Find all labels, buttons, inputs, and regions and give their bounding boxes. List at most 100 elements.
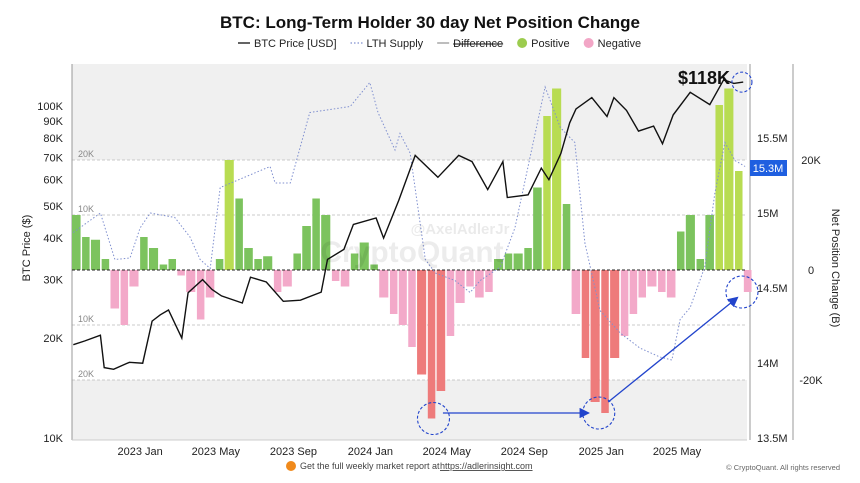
- negative-bar: [629, 270, 638, 314]
- legend-item: Difference: [437, 38, 503, 50]
- negative-bar: [186, 270, 196, 292]
- left-tick-label: 10K: [43, 433, 63, 445]
- copyright: © CryptoQuant. All rights reserved: [726, 463, 840, 472]
- left-tick-label: 90K: [43, 116, 63, 128]
- negative-bar: [475, 270, 484, 298]
- gridline-label: 10K: [78, 314, 94, 324]
- negative-bar: [408, 270, 416, 347]
- positive-bar: [224, 160, 234, 270]
- negative-bar: [638, 270, 647, 298]
- left-tick-label: 40K: [43, 233, 63, 245]
- gridline-label: 20K: [78, 149, 94, 159]
- positive-bar: [254, 259, 262, 270]
- positive-bar: [724, 88, 734, 270]
- positive-bar: [90, 239, 101, 270]
- lower-band: [72, 380, 747, 440]
- footer: Get the full weekly market report at htt…: [286, 461, 840, 472]
- negative-bar: [658, 270, 666, 292]
- supply-tick-label: 15.5M: [757, 133, 788, 145]
- negative-bar: [129, 270, 139, 287]
- positive-bar: [235, 198, 243, 270]
- highlight-circle: [725, 275, 759, 309]
- plot-area: 20K 10K 10K 20K 10K 20K 30K 40K 50K 60K 70K 80K 90K 1…: [37, 64, 823, 458]
- negative-bar: [446, 270, 455, 336]
- right-axis-title: Net Position Change (B): [829, 209, 841, 328]
- left-tick-label: 80K: [43, 133, 63, 145]
- x-tick-label: 2023 May: [192, 446, 241, 458]
- negative-bar: [273, 270, 282, 292]
- positive-bar: [359, 242, 369, 270]
- current-supply-value: 15.3M: [753, 163, 784, 175]
- highlight-circle: [731, 71, 753, 93]
- negative-bar: [282, 270, 292, 287]
- positive-bar: [302, 226, 311, 270]
- legend-swatch: [517, 38, 528, 48]
- positive-bar: [552, 88, 562, 270]
- left-tick-label: 60K: [43, 175, 63, 187]
- legend-label: Positive: [531, 38, 570, 50]
- positive-bar: [735, 171, 743, 270]
- supply-tick-label: 15M: [757, 208, 778, 220]
- x-tick-label: 2023 Jan: [117, 446, 162, 458]
- legend-label: LTH Supply: [367, 38, 424, 50]
- negative-bar: [666, 270, 676, 298]
- lth-supply-line: [73, 81, 746, 361]
- negative-bar: [417, 270, 427, 375]
- positive-bar: [293, 253, 301, 270]
- x-tick-label: 2025 May: [653, 446, 702, 458]
- negative-bar: [427, 270, 436, 419]
- positive-bar: [696, 259, 705, 270]
- negative-bar: [581, 270, 590, 358]
- positive-bar: [494, 259, 504, 270]
- x-tick-label: 2024 Jan: [348, 446, 393, 458]
- price-annotation-label: $118K: [678, 68, 730, 88]
- negative-bar: [120, 270, 129, 325]
- positive-bar: [685, 215, 695, 270]
- trend-arrow: [607, 296, 739, 403]
- negative-bar: [110, 270, 120, 309]
- x-tick-label: 2024 Sep: [501, 446, 548, 458]
- left-tick-label: 70K: [43, 152, 63, 164]
- net-tick-label: -20K: [799, 375, 823, 387]
- negative-bar: [389, 270, 398, 314]
- highlight-circle: [582, 396, 616, 430]
- negative-bar: [590, 270, 600, 402]
- watermark-brand: CryptoQuant: [320, 236, 503, 269]
- negative-bar: [455, 270, 465, 303]
- positive-bar: [82, 237, 90, 270]
- legend-item: BTC Price [USD]: [238, 38, 337, 50]
- negative-bar: [205, 270, 215, 298]
- positive-bar: [524, 248, 532, 270]
- negative-bar: [196, 270, 205, 320]
- legend: BTC Price [USD] LTH Supply Difference Posit…: [238, 38, 641, 50]
- left-tick-label: 50K: [43, 201, 63, 213]
- watermark-handle: @AxelAdlerJr: [411, 221, 510, 238]
- negative-bar: [571, 270, 581, 314]
- footer-link[interactable]: https://adlerinsight.com: [440, 461, 533, 471]
- legend-item: Positive: [517, 38, 570, 50]
- report-coin-icon: [286, 461, 296, 471]
- positive-bar: [705, 215, 714, 270]
- net-tick-label: 0: [808, 265, 814, 277]
- positive-bar: [715, 105, 723, 270]
- legend-label: Negative: [598, 38, 641, 50]
- left-axis-title: BTC Price ($): [21, 215, 33, 282]
- current-supply-badge: [750, 160, 787, 176]
- x-tick-label: 2023 Sep: [270, 446, 317, 458]
- left-tick-label: 100K: [37, 101, 63, 113]
- negative-bar: [647, 270, 657, 287]
- negative-bar: [177, 270, 185, 276]
- positive-bar: [148, 248, 159, 270]
- negative-bar: [398, 270, 407, 325]
- negative-bar: [466, 270, 474, 287]
- positive-bar: [215, 259, 224, 270]
- legend-swatch: [583, 38, 594, 48]
- negative-bar: [379, 270, 389, 298]
- negative-bar: [436, 270, 446, 391]
- x-tick-label: 2025 Jan: [579, 446, 624, 458]
- positive-bar: [543, 116, 551, 270]
- x-tick-label: 2024 May: [423, 446, 472, 458]
- left-tick-label: 30K: [43, 275, 63, 287]
- supply-tick-label: 14M: [757, 358, 778, 370]
- positive-bar: [370, 264, 378, 270]
